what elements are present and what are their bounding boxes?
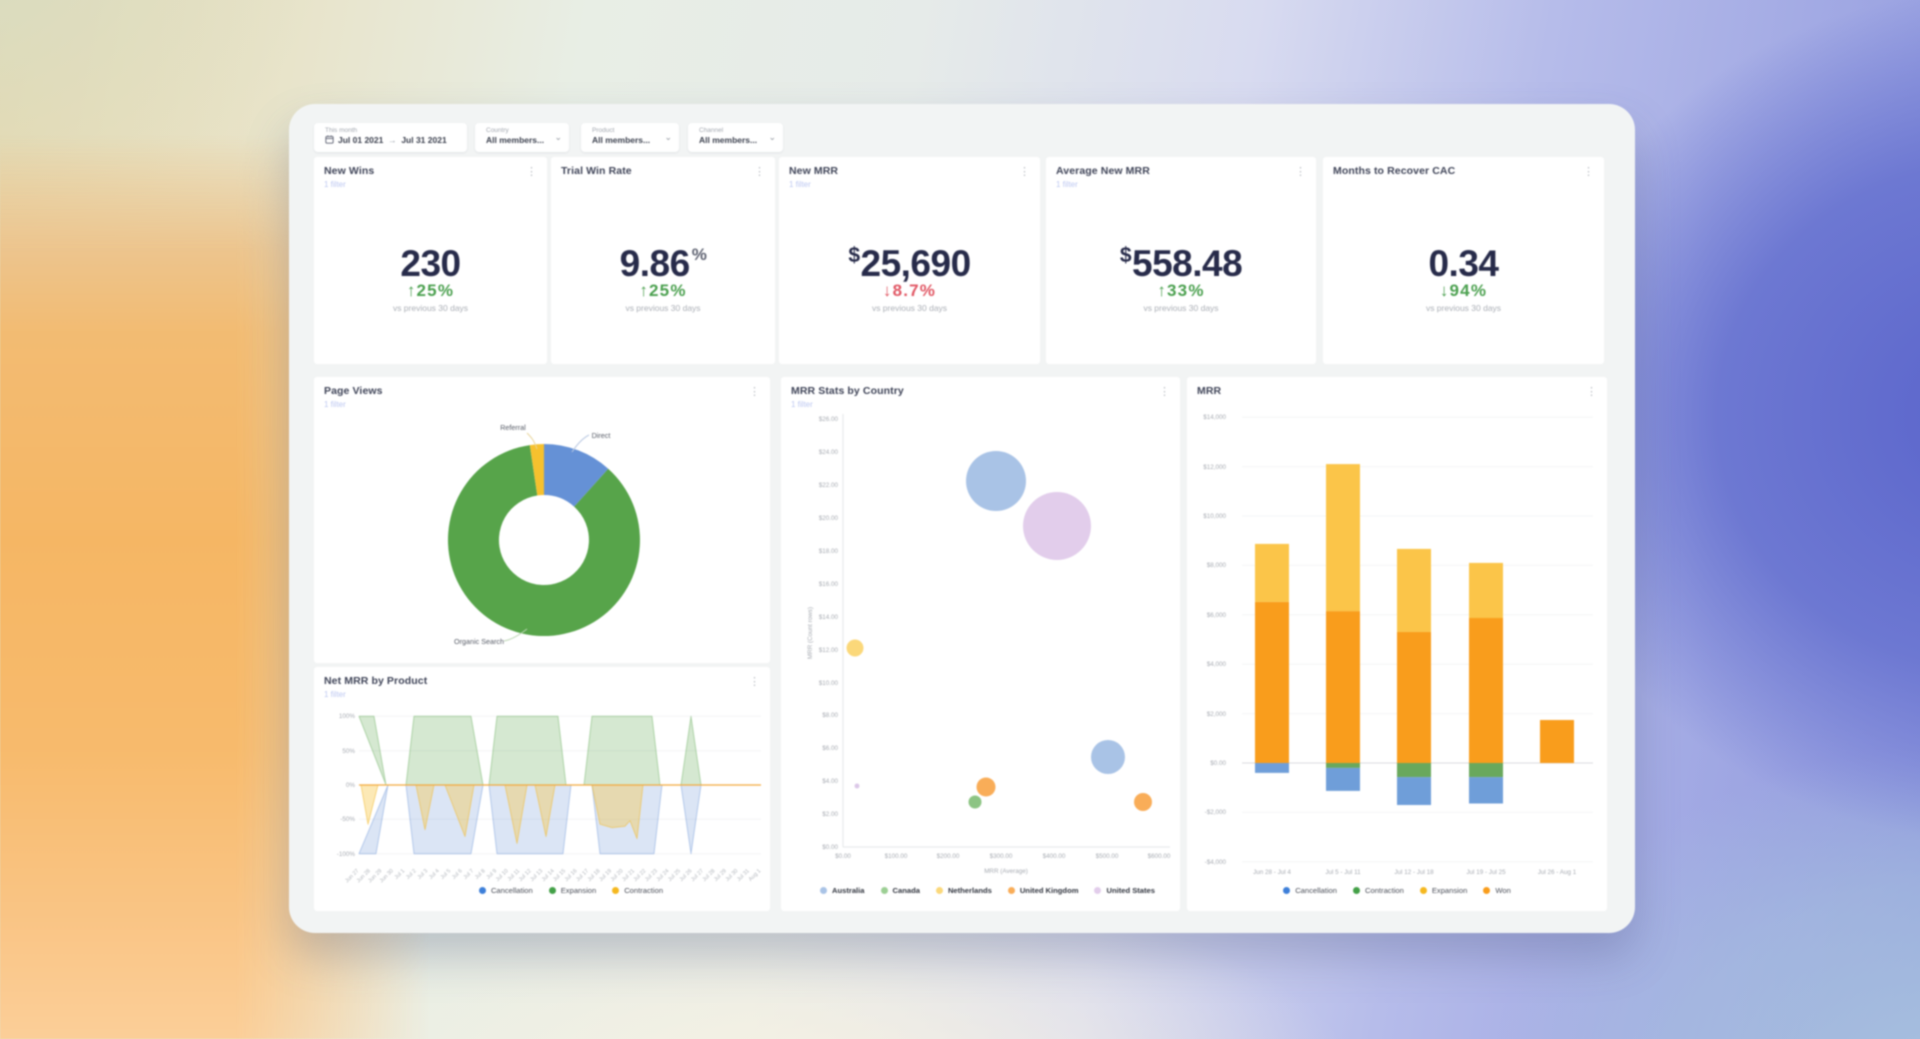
svg-text:Aug 1: Aug 1 xyxy=(748,868,763,883)
svg-text:$4,000: $4,000 xyxy=(1207,661,1227,668)
svg-text:$10,000: $10,000 xyxy=(1203,513,1226,520)
svg-text:$22.00: $22.00 xyxy=(819,482,839,489)
svg-text:$16.00: $16.00 xyxy=(819,581,839,588)
svg-text:0%: 0% xyxy=(346,782,356,789)
svg-text:Jul 3: Jul 3 xyxy=(417,868,430,881)
svg-text:$300.00: $300.00 xyxy=(990,853,1013,860)
svg-text:50%: 50% xyxy=(342,748,355,755)
svg-text:$100.00: $100.00 xyxy=(885,853,908,860)
svg-text:Jul 26 - Aug 1: Jul 26 - Aug 1 xyxy=(1538,869,1577,876)
svg-text:$2.00: $2.00 xyxy=(822,811,838,818)
svg-text:-$4,000: -$4,000 xyxy=(1205,859,1227,866)
svg-text:Jul 7: Jul 7 xyxy=(463,868,476,881)
svg-text:$18.00: $18.00 xyxy=(819,548,839,555)
svg-text:100%: 100% xyxy=(339,713,356,720)
svg-text:Jul 5 - Jul 11: Jul 5 - Jul 11 xyxy=(1325,869,1361,876)
svg-text:Jul 6: Jul 6 xyxy=(451,868,464,881)
svg-text:$8.00: $8.00 xyxy=(822,712,838,719)
svg-text:$24.00: $24.00 xyxy=(819,449,839,456)
svg-text:-50%: -50% xyxy=(340,816,355,823)
svg-text:-$2,000: -$2,000 xyxy=(1205,809,1227,816)
svg-text:Organic Search: Organic Search xyxy=(454,637,504,646)
svg-text:$26.00: $26.00 xyxy=(819,416,839,423)
svg-text:$600.00: $600.00 xyxy=(1148,853,1171,860)
svg-text:$0.00: $0.00 xyxy=(822,844,838,851)
svg-text:Jul 2: Jul 2 xyxy=(405,868,418,881)
svg-text:$200.00: $200.00 xyxy=(937,853,960,860)
svg-text:Jul 10: Jul 10 xyxy=(495,868,510,883)
svg-text:$10.00: $10.00 xyxy=(819,680,839,687)
svg-text:Jun 28 - Jul 4: Jun 28 - Jul 4 xyxy=(1253,869,1291,876)
svg-text:$6.00: $6.00 xyxy=(822,745,838,752)
svg-text:Jul 5: Jul 5 xyxy=(440,868,453,881)
svg-text:$0.00: $0.00 xyxy=(1210,760,1226,767)
svg-text:Direct: Direct xyxy=(592,431,611,440)
svg-text:MRR (Count rows): MRR (Count rows) xyxy=(807,607,814,659)
svg-text:Jul 12 - Jul 18: Jul 12 - Jul 18 xyxy=(1394,869,1434,876)
svg-text:Referral: Referral xyxy=(500,423,526,432)
svg-text:$0.00: $0.00 xyxy=(835,853,851,860)
svg-text:Jul 1: Jul 1 xyxy=(394,868,407,881)
svg-text:$12.00: $12.00 xyxy=(819,647,839,654)
svg-text:$20.00: $20.00 xyxy=(819,515,839,522)
svg-text:$6,000: $6,000 xyxy=(1207,612,1227,619)
svg-text:$14.00: $14.00 xyxy=(819,614,839,621)
svg-text:$12,000: $12,000 xyxy=(1203,464,1226,471)
svg-text:$8,000: $8,000 xyxy=(1207,562,1227,569)
svg-text:MRR (Average): MRR (Average) xyxy=(984,868,1028,875)
svg-text:-100%: -100% xyxy=(337,851,356,858)
svg-text:Jul 4: Jul 4 xyxy=(428,868,441,881)
svg-text:$4.00: $4.00 xyxy=(822,778,838,785)
svg-text:Jul 19 - Jul 25: Jul 19 - Jul 25 xyxy=(1466,869,1506,876)
svg-text:$400.00: $400.00 xyxy=(1043,853,1066,860)
svg-text:$2,000: $2,000 xyxy=(1207,711,1227,718)
svg-text:$14,000: $14,000 xyxy=(1203,414,1226,421)
svg-text:Jul 8: Jul 8 xyxy=(474,868,487,881)
svg-text:$500.00: $500.00 xyxy=(1096,853,1119,860)
